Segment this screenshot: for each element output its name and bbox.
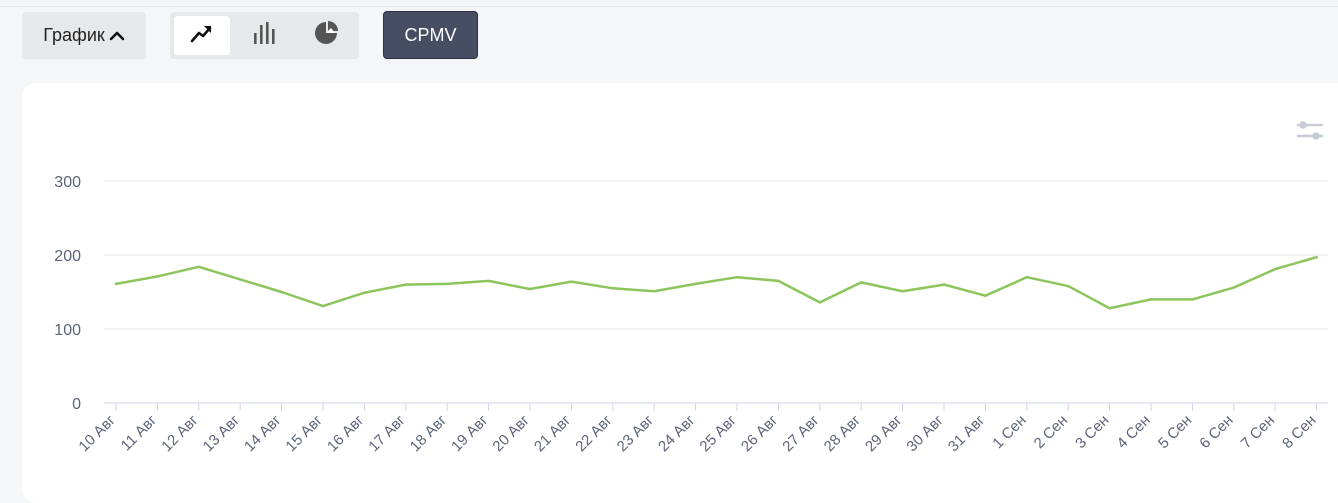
data-point [404,283,408,286]
data-point [156,275,159,278]
x-tick-label: 14 Авг [241,411,285,455]
data-point [1191,298,1194,301]
x-tick-label: 31 Авг [945,411,989,455]
data-point [777,279,780,283]
pie-chart-icon [313,20,339,51]
x-tick-label: 19 Авг [448,411,492,455]
line-chart-button[interactable] [174,16,230,55]
x-tick-label: 28 Авг [821,411,865,455]
x-tick-label: 30 Авг [903,411,947,455]
x-tick-label: 17 Авг [365,411,409,455]
data-point [445,282,449,286]
data-point [1025,275,1029,279]
x-tick-label: 25 Авг [696,411,740,455]
y-tick-label: 200 [54,248,81,265]
y-tick-label: 300 [54,174,81,191]
data-point [280,290,283,294]
data-point [1273,267,1277,271]
trend-line-icon [190,22,214,49]
y-tick-label: 0 [72,396,81,413]
chevron-up-icon [109,30,125,42]
x-tick-label: 20 Авг [489,411,533,455]
data-point [611,287,615,290]
graph-toggle-button[interactable]: График [22,12,146,59]
data-point [1315,255,1318,259]
x-tick-label: 23 Авг [614,411,658,455]
x-tick-label: 29 Авг [862,411,906,455]
x-tick-label: 6 Сен [1196,412,1236,452]
x-tick-label: 15 Авг [282,411,326,455]
data-point [735,275,739,279]
bar-chart-button[interactable] [236,16,292,55]
x-tick-label: 24 Авг [655,411,699,455]
data-point [652,289,656,293]
data-point [1066,284,1070,288]
data-point [114,282,118,286]
x-tick-label: 12 Авг [158,411,202,455]
chart-card [22,83,1338,503]
x-tick-label: 5 Сен [1155,412,1195,452]
data-point [859,281,863,284]
sliders-icon[interactable] [1296,117,1324,145]
x-tick-label: 16 Авг [324,411,368,455]
x-tick-label: 7 Сен [1238,412,1278,452]
data-point [238,278,242,281]
x-tick-label: 2 Сен [1031,412,1071,452]
data-point [487,279,490,283]
graph-toggle-label: График [43,25,105,45]
x-tick-label: 10 Авг [75,411,119,455]
data-point [570,280,573,283]
x-tick-label: 1 Сен [989,412,1029,452]
data-point [321,304,325,308]
x-tick-label: 18 Авг [407,411,451,455]
series-line [114,255,1318,310]
data-point [942,283,946,286]
data-point [1149,298,1153,301]
bar-chart-icon [251,20,277,51]
x-tick-label: 21 Авг [531,411,575,455]
y-tick-label: 100 [54,322,81,339]
x-tick-label: 27 Авг [779,411,823,455]
data-point [528,287,532,291]
metric-cpmv-button[interactable]: CPMV [383,11,478,59]
chart-type-switch [170,12,359,59]
data-point [1108,306,1111,310]
data-point [1232,286,1236,289]
x-tick-label: 4 Сен [1114,412,1154,452]
x-tick-label: 8 Сен [1279,412,1319,452]
x-tick-label: 22 Авг [572,411,616,455]
data-point [984,294,987,298]
top-divider [0,6,1338,7]
data-point [818,301,822,304]
data-point [197,265,201,269]
data-point [694,282,697,286]
data-point [363,291,366,295]
x-tick-label: 3 Сен [1072,412,1112,452]
data-point [901,289,904,293]
pie-chart-button[interactable] [298,16,354,55]
x-tick-label: 13 Авг [200,411,244,455]
x-tick-label: 26 Авг [738,411,782,455]
x-tick-label: 11 Авг [118,411,161,454]
